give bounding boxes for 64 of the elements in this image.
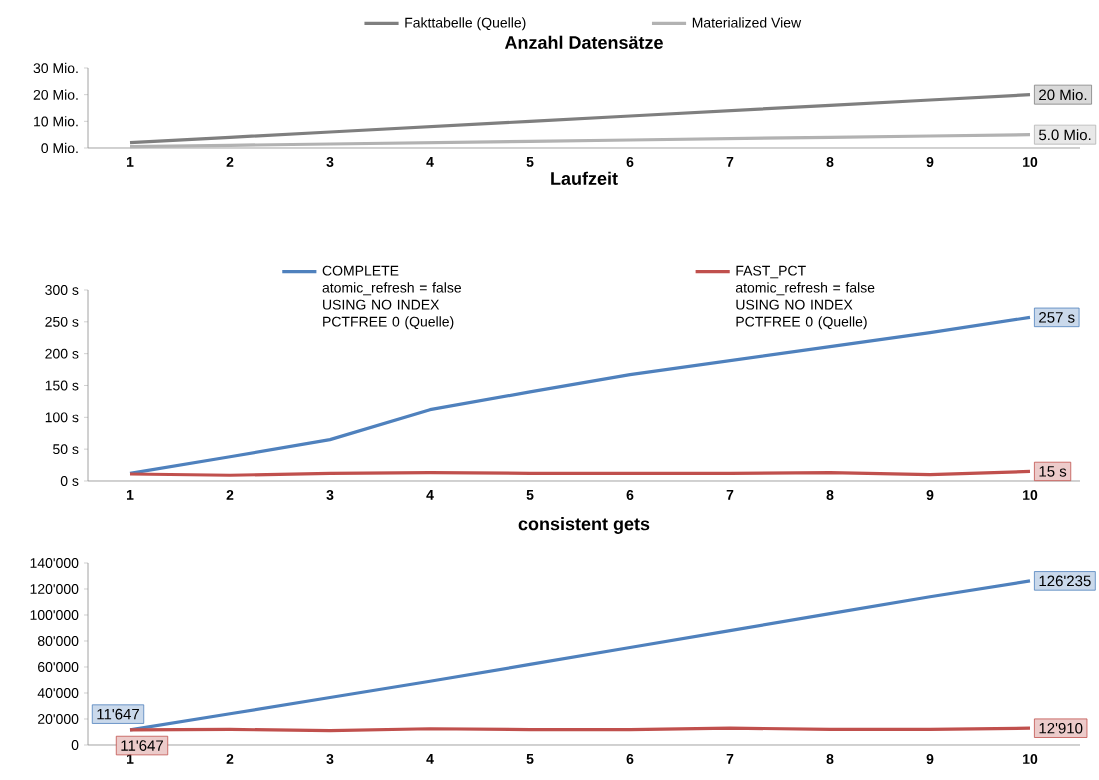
x-tick-label: 7 xyxy=(726,754,734,764)
x-tick-label: 1 xyxy=(126,490,134,500)
legend-label: Materialized View xyxy=(692,17,802,28)
x-tick-label: 6 xyxy=(626,754,634,764)
x-tick-label: 2 xyxy=(226,157,234,167)
x-tick-label: 9 xyxy=(926,490,934,500)
x-tick-label: 3 xyxy=(326,490,334,500)
x-tick-label: 6 xyxy=(626,157,634,167)
data-label: 15 s xyxy=(1039,466,1067,477)
y-tick-label: 100'000 xyxy=(30,610,79,620)
data-label: 11'647 xyxy=(121,740,163,751)
y-tick-label: 100 s xyxy=(45,412,79,423)
data-label: 11'647 xyxy=(97,708,139,720)
y-tick-label: 0 s xyxy=(60,476,79,486)
x-tick-label: 5 xyxy=(526,157,534,167)
x-tick-label: 5 xyxy=(526,754,534,764)
x-tick-label: 6 xyxy=(626,490,634,500)
legend-label: FAST_PCT atomic_refresh = false USING NO INDEX PCTFREE 0 (Quelle) xyxy=(735,265,875,330)
legend-label: Fakttabelle (Quelle) xyxy=(405,17,526,31)
x-tick-label: 5 xyxy=(526,490,534,500)
y-tick-label: 80'000 xyxy=(37,636,79,646)
y-tick-label: 20 Mio. xyxy=(33,89,78,100)
y-tick-label: 120'000 xyxy=(30,584,79,594)
y-tick-label: 140'000 xyxy=(30,558,79,568)
x-tick-label: 8 xyxy=(826,157,834,167)
y-tick-label: 30 Mio. xyxy=(33,62,78,74)
x-tick-label: 1 xyxy=(126,157,134,167)
x-tick-label: 10 xyxy=(1023,754,1038,764)
x-tick-label: 8 xyxy=(826,754,834,764)
data-label: 12'910 xyxy=(1039,722,1083,734)
y-tick-label: 0 xyxy=(71,740,79,750)
y-tick-label: 20'000 xyxy=(38,714,79,724)
data-label: 5.0 Mio. xyxy=(1039,129,1091,141)
x-tick-label: 10 xyxy=(1023,490,1038,500)
x-tick-label: 10 xyxy=(1023,157,1038,167)
legend-label: COMPLETE atomic_refresh = false USING NO INDEX PCTFREE 0 (Quelle) xyxy=(322,265,462,330)
chart-title: Laufzeit xyxy=(551,171,618,185)
y-tick-label: 300 s xyxy=(45,285,79,295)
data-label: 20 Mio. xyxy=(1039,89,1087,101)
y-tick-label: 0 Mio. xyxy=(41,142,78,154)
y-tick-label: 10 Mio. xyxy=(34,116,78,127)
y-tick-label: 50 s xyxy=(53,444,79,455)
x-tick-label: 9 xyxy=(926,157,934,167)
x-tick-label: 4 xyxy=(426,157,434,167)
y-tick-label: 40'000 xyxy=(37,688,79,698)
data-label: 126'235 xyxy=(1039,575,1091,587)
x-tick-label: 8 xyxy=(826,490,834,500)
x-tick-label: 3 xyxy=(326,754,334,764)
x-tick-label: 7 xyxy=(726,490,734,500)
x-tick-label: 4 xyxy=(426,490,434,500)
y-tick-label: 60'000 xyxy=(38,662,79,672)
x-tick-label: 2 xyxy=(226,490,234,500)
chart-title: consistent gets xyxy=(518,517,650,534)
x-tick-label: 1 xyxy=(126,754,134,764)
x-tick-label: 2 xyxy=(226,754,234,764)
x-tick-label: 9 xyxy=(926,754,934,764)
x-tick-label: 4 xyxy=(426,754,434,764)
x-tick-label: 7 xyxy=(726,157,734,167)
y-tick-label: 150 s xyxy=(45,380,79,391)
x-tick-label: 3 xyxy=(326,157,334,167)
y-tick-label: 200 s xyxy=(45,348,79,359)
data-label: 257 s xyxy=(1039,312,1075,323)
y-tick-label: 250 s xyxy=(45,316,79,327)
chart-title: Anzahl Datensätze xyxy=(504,35,663,49)
